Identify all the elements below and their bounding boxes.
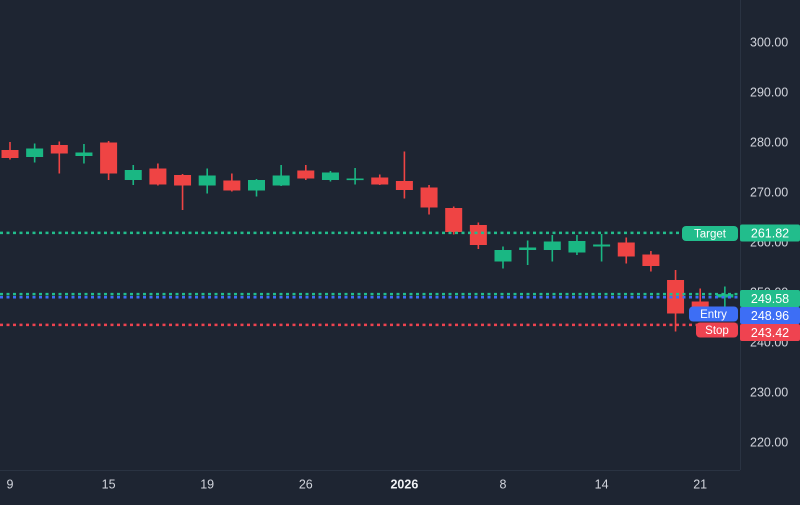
candle-body [346,178,364,181]
time-tick-label: 19 [200,477,214,491]
stop-label-pill-text: Stop [705,325,729,337]
candle-body [124,170,142,180]
stop-axis-badge-text: 243.42 [751,326,789,340]
price-tick-label: 270.00 [750,185,788,199]
candle-body [691,301,709,308]
candle-body [617,242,635,257]
candle-body [174,175,192,186]
entry-axis-badge-text: 248.96 [751,309,789,323]
stop-label-pill[interactable] [696,322,738,338]
candle-body [272,175,290,186]
time-tick-label: 2026 [390,477,418,491]
candle-body [100,142,118,174]
target-label-pill[interactable] [682,226,738,241]
time-tick-label: 14 [595,477,609,491]
candle-body [568,241,586,253]
candle-body [371,177,389,185]
candle-body [198,175,216,186]
entry-label-pill-text: Entry [700,309,727,321]
candle-body [248,180,265,191]
entry-label-pill[interactable] [689,306,738,322]
target-axis-badge-text: 261.82 [751,226,789,240]
candle-body [519,247,537,250]
candle-body [716,294,734,298]
time-tick-label: 8 [500,477,507,491]
candle-body [593,244,611,247]
time-tick-label: 15 [102,477,116,491]
candle-body [642,254,660,266]
candle-body [149,168,167,185]
candle-body [50,145,68,154]
stop-axis-badge[interactable] [740,324,800,341]
candle-body [420,187,438,208]
price-tick-label: 220.00 [750,435,788,449]
candle-body [395,181,413,190]
candle-body [26,148,44,157]
time-tick-label: 21 [693,477,707,491]
last-axis-badge-text: 249.58 [751,292,789,306]
entry-axis-badge[interactable] [740,307,800,324]
candle-body [321,172,339,180]
candle-body [223,180,241,191]
price-tick-label: 230.00 [750,385,788,399]
candle-body [1,150,19,158]
price-tick-label: 300.00 [750,35,788,49]
target-label-pill-text: Target [694,229,727,241]
target-axis-badge[interactable] [740,224,800,242]
candle-body [667,280,685,314]
time-tick-label: 9 [7,477,14,491]
time-tick-label: 26 [299,477,313,491]
candle-body [75,152,93,156]
candle-body [297,170,315,179]
candle-body [469,225,487,245]
price-tick-label: 290.00 [750,85,788,99]
candle-body [494,250,512,262]
candle-body [445,208,463,232]
last-axis-badge[interactable] [740,290,800,307]
candle-body [543,241,561,250]
price-tick-label: 280.00 [750,135,788,149]
